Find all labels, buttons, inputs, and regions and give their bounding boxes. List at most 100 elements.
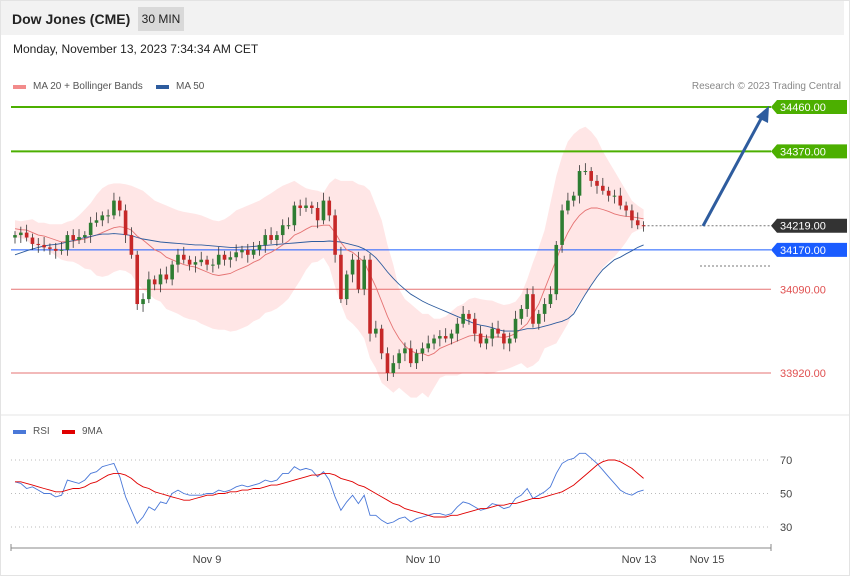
- candle-body: [315, 207, 320, 221]
- candle-body: [467, 313, 471, 319]
- candle-body: [193, 262, 198, 265]
- candle-body: [199, 259, 204, 263]
- candle-body: [595, 180, 599, 186]
- candle-body: [298, 205, 302, 208]
- candle-body: [170, 264, 174, 280]
- time-axis: Nov 9 Nov 10 Nov 13 Nov 15: [10, 544, 772, 566]
- candle-body: [234, 252, 238, 258]
- candle-body: [228, 257, 233, 260]
- candle-body: [36, 243, 41, 245]
- time-tick-label: Nov 13: [622, 554, 657, 566]
- candle-body: [455, 323, 460, 334]
- candle-body: [606, 190, 611, 196]
- candle-body: [42, 244, 46, 248]
- candle-body: [251, 249, 256, 255]
- legend-label: MA 50: [176, 81, 205, 92]
- level-tag: [771, 218, 847, 233]
- level-label: 34090.00: [780, 284, 826, 296]
- candle-body: [321, 200, 326, 221]
- candle-body: [385, 353, 390, 373]
- candle-body: [280, 225, 285, 236]
- candle-body: [403, 348, 407, 354]
- time-tick-label: Nov 9: [193, 554, 222, 566]
- candle-body: [502, 333, 506, 344]
- candle-body: [513, 318, 518, 339]
- legend-swatch: [13, 84, 26, 89]
- candle-body: [379, 328, 384, 354]
- level-tag: [771, 100, 847, 114]
- candle-body: [624, 205, 628, 211]
- candle-body: [554, 244, 559, 295]
- candle-body: [420, 348, 425, 354]
- candle-body: [112, 200, 116, 216]
- candle-body: [519, 308, 524, 319]
- candle-body: [176, 254, 180, 265]
- candle-body: [531, 294, 535, 324]
- candle-body: [13, 235, 17, 238]
- candle-body: [525, 294, 529, 309]
- time-tick-label: Nov 10: [406, 554, 441, 566]
- candle-body: [566, 200, 570, 211]
- candle-body: [635, 220, 640, 226]
- candle-body: [374, 328, 378, 334]
- candle-body: [216, 254, 221, 265]
- candle-body: [211, 264, 215, 266]
- candle-body: [205, 259, 209, 265]
- candle-body: [583, 171, 588, 173]
- candle-body: [158, 274, 163, 285]
- candle-body: [408, 348, 413, 364]
- candle-body: [630, 210, 634, 221]
- candle-body: [310, 205, 314, 208]
- candle-body: [117, 200, 122, 211]
- candle-body: [432, 338, 436, 344]
- candle-body: [571, 195, 576, 201]
- candle-body: [397, 353, 401, 364]
- rsi-legend-item-9ma: 9MA: [62, 426, 103, 437]
- candle-body: [24, 232, 29, 238]
- candle-body: [65, 235, 70, 250]
- candle-body: [577, 171, 582, 196]
- candle-body: [292, 205, 297, 226]
- legend-swatch: [156, 84, 169, 89]
- candle-body: [438, 336, 442, 339]
- level-tag: [771, 242, 847, 257]
- candle-body: [391, 363, 396, 373]
- timeframe-badge[interactable]: 30 MIN: [138, 7, 184, 31]
- ma20-line: [14, 207, 644, 357]
- level-label: 34460.00: [780, 102, 826, 114]
- candle-body: [327, 200, 332, 216]
- candle-body: [222, 254, 227, 260]
- candle-body: [443, 336, 448, 339]
- rsi-line: [14, 452, 644, 525]
- header-bar: Dow Jones (CME) 30 MIN: [1, 1, 844, 35]
- candle-body: [152, 279, 157, 285]
- legend-swatch: [13, 429, 26, 434]
- rsi-ma-line: [15, 459, 644, 518]
- candle-body: [537, 313, 541, 324]
- legend-label: 9MA: [82, 426, 103, 437]
- candle-body: [612, 195, 617, 197]
- candle-body: [286, 225, 291, 227]
- candle-body: [461, 313, 465, 324]
- candle-body: [246, 249, 250, 255]
- level-label: 34170.00: [780, 245, 826, 257]
- candle-body: [71, 235, 75, 240]
- candle-body: [59, 249, 64, 251]
- candle-body: [507, 338, 512, 344]
- candle-body: [344, 274, 349, 300]
- candle-body: [548, 294, 553, 305]
- rsi-tick-label: 70: [780, 455, 792, 467]
- rsi-legend-item-rsi: RSI: [13, 426, 50, 437]
- candle-body: [368, 259, 372, 334]
- candle-body: [618, 195, 623, 206]
- candle-body: [123, 210, 128, 236]
- rsi-panel: 70 50 30: [11, 452, 792, 534]
- candle-body: [257, 244, 262, 250]
- legend-swatch: [62, 429, 75, 434]
- level-tag: [771, 144, 847, 159]
- candle-body: [356, 259, 361, 290]
- rsi-tick-label: 50: [780, 489, 792, 501]
- candle-body: [560, 210, 564, 245]
- level-label: 33920.00: [780, 368, 826, 380]
